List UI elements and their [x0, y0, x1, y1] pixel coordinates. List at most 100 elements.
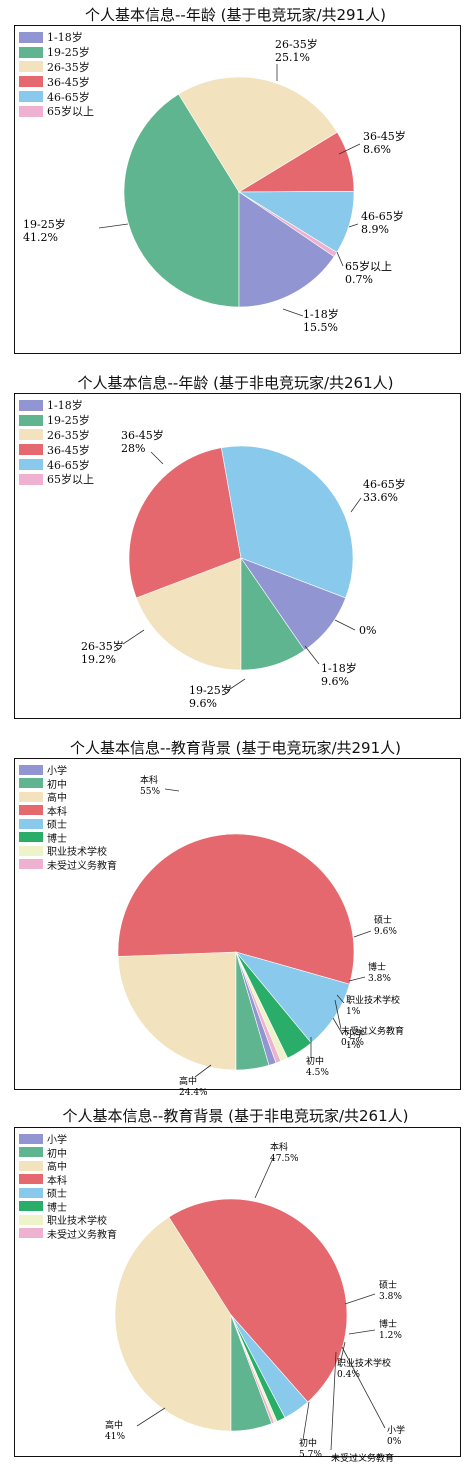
- leader-line: [302, 1401, 310, 1441]
- legend-swatch: [19, 1174, 43, 1185]
- legend-swatch: [19, 818, 43, 829]
- legend-swatch: [19, 46, 43, 58]
- leader-line: [334, 619, 356, 631]
- leader-line: [336, 251, 344, 267]
- legend-label: 高中: [47, 1162, 67, 1174]
- slice-label-name: 36-45岁: [363, 129, 406, 143]
- legend-swatch: [19, 91, 43, 103]
- legend-item: 未受过义务教育: [19, 1227, 117, 1241]
- pie-slice-1: [230, 1314, 273, 1432]
- legend-item: 19-25岁: [19, 45, 94, 60]
- slice-label-value: 3.8%: [368, 974, 391, 984]
- legend-label: 小学: [47, 766, 67, 778]
- leader-line: [122, 629, 145, 645]
- legend-label: 本科: [47, 1175, 67, 1187]
- leader-line: [164, 788, 180, 792]
- slice-label-name: 未受过义务教育: [341, 1025, 404, 1037]
- slice-label-value: 5.7%: [299, 1450, 322, 1460]
- leader-line: [194, 1064, 212, 1078]
- leader-line: [282, 308, 304, 317]
- leader-line: [226, 678, 246, 692]
- legend-item: 博士: [19, 831, 117, 845]
- legend-item: 职业技术学校: [19, 844, 117, 858]
- legend-item: 65岁以上: [19, 472, 94, 487]
- slice-label-name: 职业技术学校: [346, 994, 400, 1006]
- legend-label: 65岁以上: [47, 105, 94, 119]
- slice-label-name: 26-35岁: [275, 37, 318, 51]
- slice-label-name: 博士: [368, 961, 386, 973]
- chart-legend: 小学 初中 高中 本科 硕士 博士 职业技术学校 未受过义务教育: [19, 1132, 117, 1241]
- chart-panel-edu-non-esports: 个人基本信息--教育背景 (基于非电竞玩家/共261人) 小学 0% 初中 5.7% 高…: [0, 1103, 471, 1464]
- slice-label-name: 65岁以上: [345, 259, 392, 273]
- legend-swatch: [19, 764, 43, 775]
- legend-swatch: [19, 399, 43, 411]
- slice-label-name: 初中: [299, 1437, 317, 1449]
- legend-label: 46-65岁: [47, 458, 90, 472]
- slice-label-name: 19-25岁: [189, 683, 232, 697]
- chart-frame: 小学 1% 初中 4.5% 高中 24.4% 本科 55% 硕士 9.6% 博士 3.8% 职业技术学校…: [14, 758, 461, 1098]
- legend-label: 65岁以上: [47, 473, 94, 487]
- slice-label-name: 硕士: [379, 1279, 397, 1291]
- legend-item: 本科: [19, 1173, 117, 1187]
- legend-swatch: [19, 845, 43, 856]
- slice-label-value: 3.8%: [379, 1292, 402, 1302]
- legend-swatch: [19, 1133, 43, 1144]
- slice-label-name: 职业技术学校: [337, 1357, 391, 1369]
- pie-slice-3: [117, 833, 355, 985]
- leader-line: [348, 976, 366, 982]
- legend-item: 65岁以上: [19, 104, 94, 119]
- leader-line: [150, 451, 164, 465]
- leader-line: [330, 1351, 337, 1451]
- leader-line: [98, 223, 129, 229]
- legend-label: 博士: [47, 1202, 67, 1214]
- legend-swatch: [19, 1147, 43, 1158]
- legend-item: 初中: [19, 777, 117, 791]
- legend-swatch: [19, 1160, 43, 1171]
- legend-item: 36-45岁: [19, 442, 94, 457]
- legend-label: 19-25岁: [47, 414, 90, 428]
- chart-frame: 1-18岁 15.5% 19-25岁 41.2% 26-35岁 25.1% 36-45岁 8.…: [14, 25, 461, 354]
- slice-label-value: 9.6%: [321, 675, 349, 688]
- legend-label: 本科: [47, 806, 67, 818]
- legend-item: 1-18岁: [19, 30, 94, 45]
- slice-label-value: 0.4%: [337, 1370, 360, 1380]
- slice-label-value: 0.7%: [341, 1038, 364, 1048]
- leader-line: [332, 1017, 344, 1036]
- legend-item: 小学: [19, 763, 117, 777]
- pie-slice-3: [128, 447, 242, 599]
- chart-title: 个人基本信息--年龄 (基于非电竞玩家/共261人): [77, 374, 394, 392]
- legend-swatch: [19, 459, 43, 471]
- legend-item: 博士: [19, 1200, 117, 1214]
- legend-label: 硕士: [47, 820, 67, 832]
- chart-panel-age-esports: 个人基本信息--年龄 (基于电竞玩家/共291人) 1-18岁 15.5% 19-2…: [0, 0, 471, 360]
- slice-label-value: 41%: [105, 1432, 125, 1442]
- leader-line: [344, 1293, 376, 1305]
- chart-legend: 1-18岁 19-25岁 26-35岁 36-45岁 46-65岁 65岁以上: [19, 398, 94, 487]
- slice-label-value: 41.2%: [23, 231, 58, 244]
- slice-label-value: 9.6%: [189, 697, 217, 710]
- leader-line: [136, 1407, 166, 1427]
- pie-chart-svg: 小学1%初中4.5%高中24.4%本科55%硕士9.6%博士3.8%职业技术学校…: [117, 774, 404, 1098]
- legend-swatch: [19, 832, 43, 843]
- pie-chart-svg: 1-18岁15.5%19-25岁41.2%26-35岁25.1%36-45岁8.…: [23, 37, 406, 334]
- slice-label-name: 36-45岁: [121, 428, 164, 442]
- legend-swatch: [19, 778, 43, 789]
- legend-swatch: [19, 859, 43, 870]
- slice-label-name: 博士: [379, 1318, 397, 1330]
- slice-label-name: 小学: [387, 1424, 405, 1436]
- legend-label: 1-18岁: [47, 399, 83, 413]
- slice-label-value: 19.2%: [81, 653, 116, 666]
- slice-label-name: 本科: [140, 774, 158, 786]
- slice-label-value: 33.6%: [363, 491, 398, 504]
- slice-label-value: 1%: [346, 1007, 361, 1017]
- chart-title: 个人基本信息--教育背景 (基于非电竞玩家/共261人): [62, 1107, 409, 1125]
- legend-item: 高中: [19, 1159, 117, 1173]
- legend-label: 36-45岁: [47, 75, 90, 89]
- legend-label: 未受过义务教育: [47, 1229, 117, 1241]
- legend-item: 硕士: [19, 1186, 117, 1200]
- pie-slice-1: [123, 93, 240, 308]
- legend-label: 未受过义务教育: [47, 860, 117, 872]
- slice-label-value: 24.4%: [179, 1088, 208, 1098]
- chart-title: 个人基本信息--年龄 (基于电竞玩家/共291人): [85, 6, 386, 24]
